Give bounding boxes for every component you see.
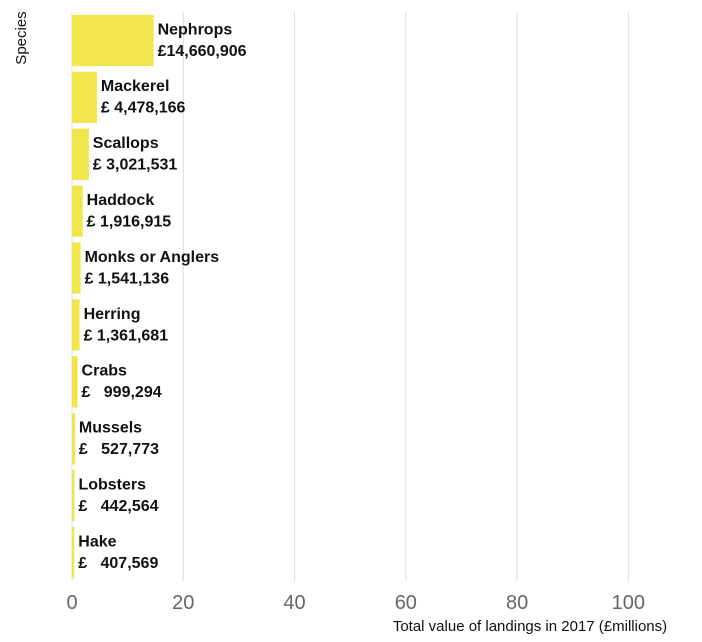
gridlines <box>71 12 629 581</box>
bar-scallops <box>72 128 89 180</box>
x-axis-ticks: 0 20 40 60 80 100 <box>66 592 645 614</box>
x-tick-label: 20 <box>172 592 194 614</box>
bars: Nephrops £14,660,906 Mackerel £ 4,478,166 Sc… <box>72 14 247 579</box>
bar-herring <box>72 299 80 351</box>
bar-value-label: £14,660,906 <box>158 43 247 60</box>
bar-value-label: £ 1,541,136 <box>85 270 170 287</box>
bar-category-label: Herring <box>84 306 141 323</box>
bar-mackerel <box>72 71 97 123</box>
bar-value-label: £ 1,916,915 <box>87 214 172 231</box>
bar-monks-or-anglers <box>72 242 81 294</box>
bar-mussels <box>72 413 75 465</box>
bar-nephrops <box>72 14 154 67</box>
bar-category-label: Nephrops <box>158 21 233 38</box>
bar-category-label: Haddock <box>87 192 155 209</box>
bar-value-label: £ 407,569 <box>78 555 158 572</box>
bar-category-label: Lobsters <box>78 477 146 494</box>
bar-category-label: Mussels <box>79 420 142 437</box>
bar-value-label: £ 442,564 <box>78 498 158 515</box>
bar-value-label: £ 1,361,681 <box>84 327 169 344</box>
x-tick-label: 80 <box>506 592 528 614</box>
bar-lobsters <box>72 470 75 522</box>
bar-category-label: Monks or Anglers <box>85 249 220 266</box>
x-tick-label: 60 <box>395 592 417 614</box>
bar-value-label: £ 527,773 <box>79 441 159 458</box>
x-tick-label: 0 <box>66 592 77 614</box>
bar-hake <box>72 526 75 579</box>
bar-category-label: Scallops <box>93 135 159 152</box>
bar-value-label: £ 3,021,531 <box>93 157 178 174</box>
bar-value-label: £ 4,478,166 <box>101 100 186 117</box>
bar-category-label: Mackerel <box>101 78 170 95</box>
x-tick-label: 100 <box>612 592 645 614</box>
bar-category-label: Hake <box>78 533 116 550</box>
bar-crabs <box>72 356 78 408</box>
x-axis-label: Total value of landings in 2017 (£millio… <box>393 618 667 635</box>
y-axis-label: Species <box>13 11 30 64</box>
bar-category-label: Crabs <box>82 363 127 380</box>
x-tick-label: 40 <box>283 592 305 614</box>
bar-value-label: £ 999,294 <box>82 384 162 401</box>
bar-haddock <box>72 185 83 237</box>
